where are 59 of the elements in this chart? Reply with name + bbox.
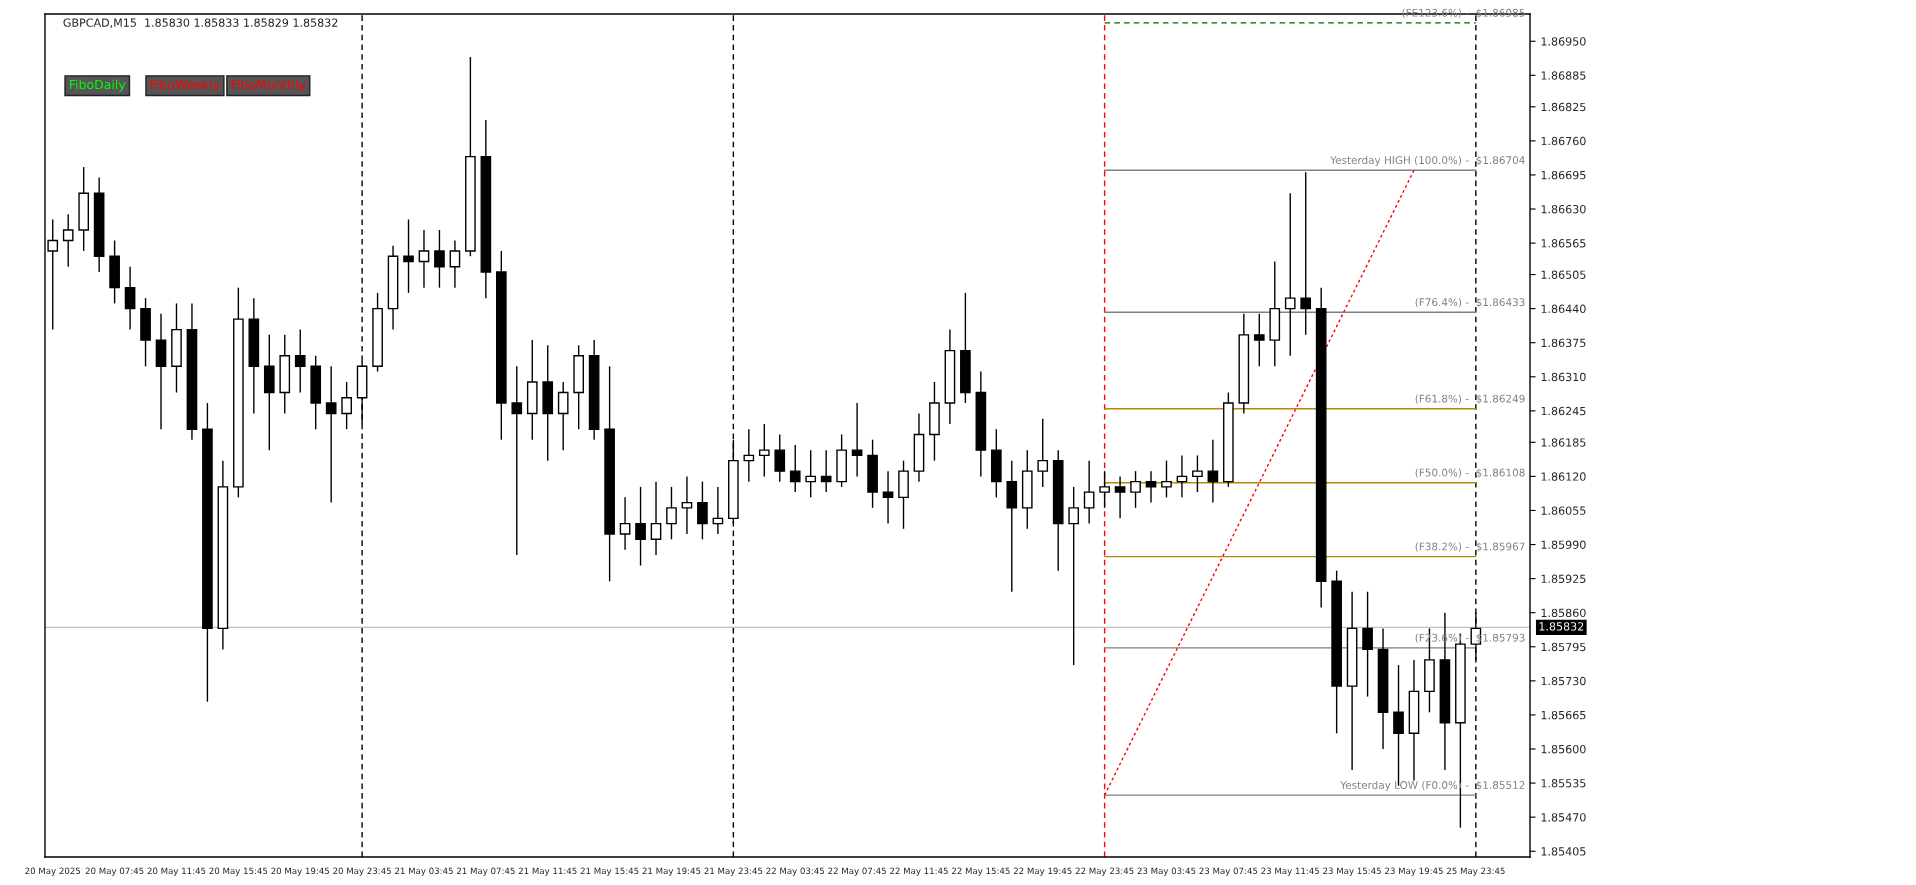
y-tick-label: 1.85795 [1541, 642, 1586, 652]
x-tick-label: 20 May 2025 [25, 867, 81, 876]
x-tick-label: 20 May 11:45 [147, 867, 206, 876]
annotation: FiboWeekly [150, 79, 220, 92]
y-tick-label: 1.86760 [1541, 136, 1586, 146]
x-tick-label: 23 May 19:45 [1385, 867, 1443, 876]
x-tick-label: 21 May 11:45 [518, 867, 577, 876]
y-tick-label: 1.85600 [1541, 744, 1586, 754]
y-tick-label: 1.85535 [1541, 779, 1586, 788]
x-tick-label: 21 May 15:45 [580, 867, 639, 876]
y-tick-label: 1.86440 [1541, 304, 1586, 314]
annotation: (F50.0%) - $1.86108 [1415, 468, 1525, 478]
x-tick-label: 21 May 03:45 [395, 867, 453, 876]
y-tick-label: 1.86630 [1541, 205, 1586, 214]
y-tick-label: 1.85730 [1541, 676, 1586, 686]
x-tick-label: 23 May 03:45 [1137, 867, 1196, 876]
y-tick-label: 1.86375 [1541, 338, 1586, 348]
annotation: (F38.2%) - $1.85967 [1415, 542, 1525, 552]
x-tick-label: 23 May 11:45 [1261, 867, 1320, 876]
y-tick-label: 1.86885 [1541, 71, 1586, 80]
annotation: FiboMonthly [231, 79, 306, 92]
annotation: (F76.4%) - $1.86433 [1415, 298, 1525, 308]
y-tick-label: 1.86505 [1541, 270, 1586, 279]
x-tick-label: 22 May 15:45 [951, 867, 1010, 876]
y-tick-label: 1.86120 [1541, 472, 1586, 481]
annotation: Yesterday HIGH (100.0%) - $1.86704 [1330, 155, 1525, 167]
ref-line-label: 1.85832 [1539, 622, 1584, 631]
y-tick-label: 1.86055 [1541, 506, 1586, 515]
x-tick-label: 22 May 07:45 [828, 867, 886, 876]
y-tick-label: 1.85665 [1541, 710, 1586, 720]
x-tick-label: 20 May 19:45 [271, 867, 330, 876]
x-tick-label: 22 May 03:45 [766, 867, 825, 876]
x-tick-label: 20 May 07:45 [85, 867, 144, 876]
x-tick-label: 20 May 23:45 [333, 867, 391, 876]
x-tick-label: 21 May 23:45 [704, 867, 763, 876]
x-tick-label: 23 May 07:45 [1199, 867, 1258, 876]
y-tick-label: 1.85405 [1541, 847, 1586, 856]
x-tick-label: 25 May 23:45 [1446, 867, 1505, 876]
y-tick-label: 1.86825 [1541, 102, 1586, 112]
y-tick-label: 1.86310 [1541, 372, 1586, 382]
y-tick-label: 1.85925 [1541, 574, 1586, 583]
x-tick-label: 22 May 11:45 [890, 867, 948, 876]
y-tick-label: 1.85860 [1541, 608, 1586, 618]
y-tick-label: 1.85470 [1541, 813, 1586, 822]
annotation: GBPCAD,M15 1.85830 1.85833 1.85829 1.85832 [63, 18, 338, 28]
y-tick-label: 1.86245 [1541, 406, 1586, 416]
x-tick-label: 21 May 19:45 [642, 867, 701, 876]
y-tick-label: 1.86695 [1541, 170, 1586, 180]
x-tick-label: 20 May 15:45 [209, 867, 268, 876]
x-tick-label: 23 May 15:45 [1323, 867, 1381, 876]
y-tick-label: 1.85990 [1541, 540, 1586, 549]
y-tick-label: 1.86950 [1541, 37, 1586, 46]
x-tick-label: 21 May 07:45 [456, 867, 515, 876]
y-tick-label: 1.86565 [1541, 239, 1586, 248]
y-tick-label: 1.86185 [1541, 438, 1586, 447]
annotation: (F61.8%) - $1.86249 [1415, 394, 1525, 404]
x-tick-label: 22 May 23:45 [1075, 867, 1134, 876]
x-tick-label: 22 May 19:45 [1013, 867, 1072, 876]
annotation: FiboDaily [69, 79, 126, 92]
